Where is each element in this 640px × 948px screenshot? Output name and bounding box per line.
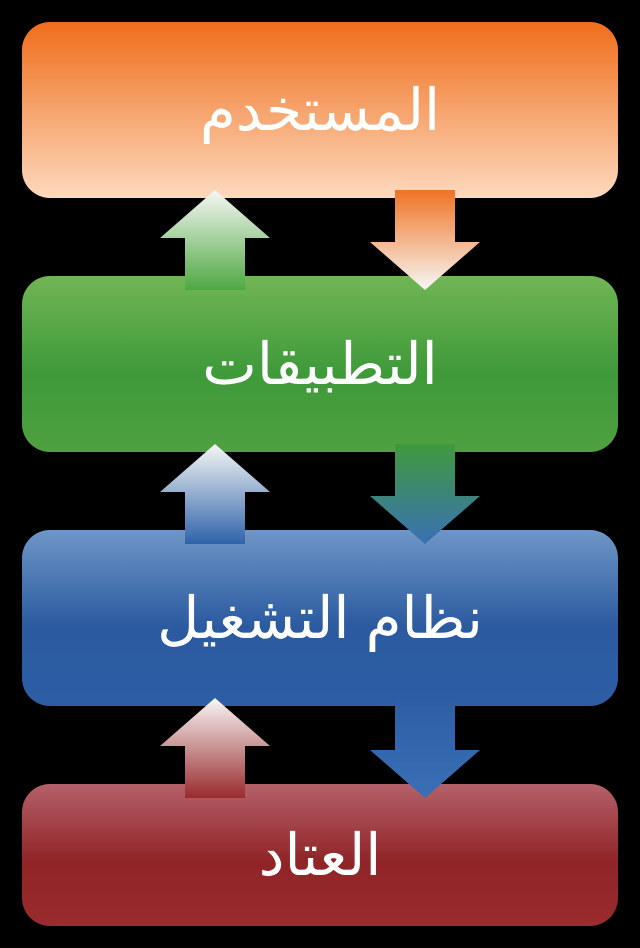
arrow-a2-down <box>370 444 480 544</box>
arrow-a1-down <box>370 190 480 290</box>
box-hw: العتاد <box>22 784 618 926</box>
box-label-hw: العتاد <box>259 821 382 889</box>
diagram-container: المستخدم التطبيقات نظام التشغيل العتاد <box>0 0 640 948</box>
box-label-os: نظام التشغيل <box>157 584 483 652</box>
arrow-a2-up <box>160 444 270 544</box>
box-apps: التطبيقات <box>22 276 618 452</box>
arrow-a1-up <box>160 190 270 290</box>
box-label-user: المستخدم <box>200 76 440 144</box>
box-label-apps: التطبيقات <box>202 330 437 398</box>
box-os: نظام التشغيل <box>22 530 618 706</box>
box-user: المستخدم <box>22 22 618 198</box>
arrow-a3-down <box>370 698 480 798</box>
arrow-a3-up <box>160 698 270 798</box>
